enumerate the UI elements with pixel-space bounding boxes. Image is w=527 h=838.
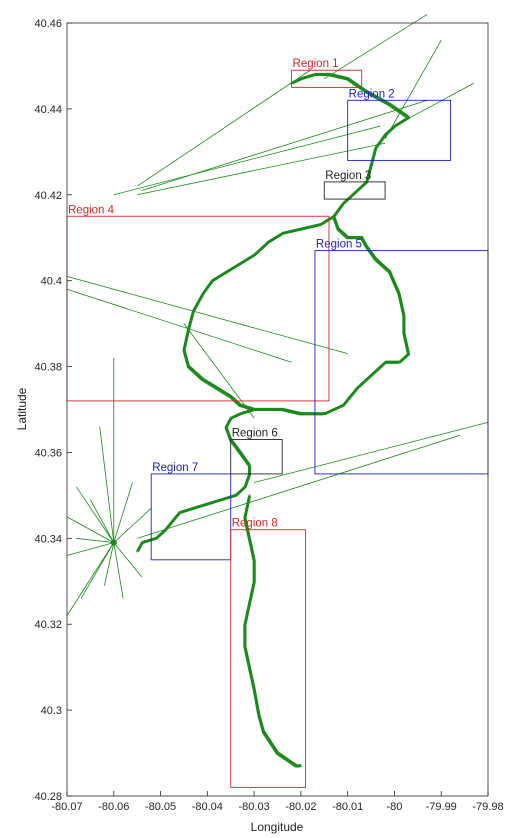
region-label: Region 5 [316, 239, 362, 251]
y-tick-label: 40.34 [34, 533, 62, 545]
track-segment [183, 323, 255, 419]
track-spoke [104, 542, 115, 586]
track-path-south-branch [243, 495, 301, 768]
y-tick-label: 40.44 [34, 104, 62, 116]
track-spoke [80, 542, 115, 599]
track-segment [324, 14, 428, 80]
x-tick-label: -80 [386, 801, 402, 813]
track-path-south-branch [245, 494, 302, 766]
track-path-main [138, 74, 411, 553]
track-spoke [90, 499, 115, 543]
region-label: Region 2 [349, 88, 395, 100]
track-path-main [137, 72, 410, 551]
track-path-main [135, 75, 408, 553]
axes-frame [66, 22, 489, 797]
track-spoke [76, 486, 115, 543]
region-label: Region 6 [232, 428, 278, 440]
x-tick-label: -80.01 [332, 801, 363, 813]
track-path-west-loop [184, 214, 335, 409]
track-spoke [99, 426, 115, 543]
track-spoke [113, 482, 133, 543]
x-tick-label: -80.05 [145, 801, 176, 813]
region-label: Region 1 [293, 58, 339, 70]
region-label: Region 7 [152, 462, 198, 474]
y-tick-label: 40.3 [41, 705, 62, 717]
x-tick-label: -80.03 [239, 801, 270, 813]
track-segment [384, 39, 442, 140]
region-box [347, 99, 452, 161]
track-segment [113, 125, 381, 196]
x-tick-label: -79.98 [472, 801, 503, 813]
track-segment [66, 288, 292, 363]
track-segment [136, 69, 311, 187]
x-tick-label: -80.04 [192, 801, 223, 813]
x-axis-title: Longitude [251, 820, 304, 834]
track-spoke [113, 507, 152, 543]
track-hub-point [110, 539, 117, 546]
x-tick-label: -80.02 [285, 801, 316, 813]
x-tick-label: -80.07 [51, 801, 82, 813]
region-box [230, 529, 307, 788]
region-box [150, 473, 232, 561]
track-segment [254, 421, 489, 483]
y-tick-label: 40.32 [34, 619, 62, 631]
track-spoke [66, 542, 114, 556]
x-tick-label: -80.06 [98, 801, 129, 813]
region-label: Region 4 [68, 204, 115, 216]
track-segment [66, 275, 348, 355]
y-axis-title: Latitude [15, 387, 29, 430]
region-label: Region 8 [232, 518, 278, 530]
track-spoke [66, 542, 115, 616]
track-path-south-branch [243, 496, 300, 768]
track-spoke [76, 537, 114, 544]
track-spoke [66, 516, 114, 543]
y-tick-label: 40.38 [34, 362, 62, 374]
region-box [230, 439, 283, 475]
y-tick-label: 40.46 [34, 18, 62, 30]
track-layer [66, 14, 489, 768]
axes-layer: -80.07 -80.06 -80.05 -80.04 -80.03 -80.02 -80.… [34, 18, 503, 813]
y-tick-label: 40.42 [34, 190, 62, 202]
track-segment [141, 99, 428, 191]
y-tick-label: 40.4 [41, 276, 62, 288]
track-segment [137, 142, 386, 196]
y-tick-label: 40.28 [34, 791, 62, 803]
x-tick-label: -79.99 [426, 801, 457, 813]
region-box [291, 69, 363, 88]
track-spoke [113, 542, 124, 599]
region-box [323, 181, 386, 200]
y-tick-label: 40.36 [34, 447, 62, 459]
track-segment [137, 434, 461, 539]
track-spoke [113, 542, 143, 578]
region-layer: Region 1 Region 2 Region 3 Region 4 Region 5… [66, 58, 489, 788]
region-label: Region 3 [325, 170, 371, 182]
